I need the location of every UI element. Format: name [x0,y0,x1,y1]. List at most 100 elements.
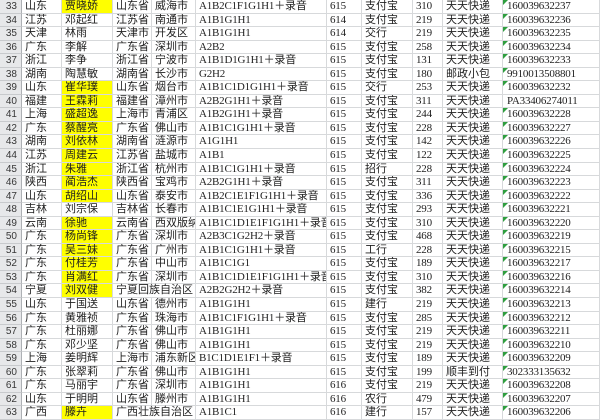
batch-cell[interactable]: 615 [327,298,362,312]
payment-cell[interactable]: 支付宝 [362,379,413,393]
province-cell[interactable]: 广东省 [113,325,152,339]
row-header-cell[interactable]: 34 [0,13,22,28]
amount-cell[interactable]: 253 [413,81,443,95]
city-cell[interactable]: 宁波市 [152,54,196,68]
province-cell[interactable]: 宁夏回族自治区 [113,284,193,299]
row-header-cell[interactable]: 46 [0,176,22,190]
row-header-cell[interactable]: 58 [0,338,22,353]
batch-cell[interactable]: 616 [327,406,362,420]
province-cell[interactable]: 江苏省 [113,13,152,28]
batch-cell[interactable]: 615 [327,40,362,55]
row-header-cell[interactable]: 50 [0,230,22,244]
row-header-cell[interactable]: 48 [0,203,22,217]
province-cell[interactable]: 福建省 [113,94,152,109]
row-header-cell[interactable]: 36 [0,40,22,55]
region-cell[interactable]: 福建 [22,94,62,109]
amount-cell[interactable]: 293 [413,203,443,217]
name-cell[interactable]: 李争 [62,54,113,68]
name-cell[interactable]: 贾晓娇 [62,0,113,14]
province-cell[interactable]: 山东省 [113,0,152,14]
amount-cell[interactable]: 468 [413,230,443,244]
name-cell[interactable]: 张翠莉 [62,365,113,380]
amount-cell[interactable]: 244 [413,108,443,122]
amount-cell[interactable]: 219 [413,298,443,312]
code-cell[interactable]: A2B2G2H2＋录音 [196,284,327,299]
code-cell[interactable]: A1B1G1H1 [196,365,327,380]
payment-cell[interactable]: 支付宝 [362,216,413,231]
name-cell[interactable]: 陶慧敏 [62,67,113,82]
city-cell[interactable]: 佛山市 [152,325,196,339]
courier-cell[interactable]: 天天快递 [443,162,503,177]
batch-cell[interactable]: 615 [327,162,362,177]
code-cell[interactable]: A1B1D1G1H1＋录音 [196,54,327,68]
name-cell[interactable]: 刘双健 [62,284,113,299]
row-header-cell[interactable]: 51 [0,243,22,258]
code-cell[interactable]: A1B1G1H1 [196,298,327,312]
city-cell[interactable]: 佛山市 [152,338,196,353]
courier-cell[interactable]: 天天快递 [443,352,503,366]
courier-cell[interactable]: 天天快递 [443,406,503,420]
payment-cell[interactable]: 建行 [362,298,413,312]
courier-cell[interactable]: 顺丰到付 [443,365,503,380]
batch-cell[interactable]: 616 [327,379,362,393]
city-cell[interactable]: 杭州市 [152,162,196,177]
region-cell[interactable]: 江苏 [22,149,62,163]
code-cell[interactable]: A1B2G1H1＋录音 [196,108,327,122]
name-cell[interactable]: 李解 [62,40,113,55]
courier-cell[interactable]: 天天快递 [443,121,503,136]
city-cell[interactable]: 珠海市 [152,311,196,326]
name-cell[interactable]: 邓起红 [62,13,113,28]
payment-cell[interactable]: 支付宝 [362,284,413,299]
payment-cell[interactable]: 支付宝 [362,189,413,204]
province-cell[interactable]: 广东省 [113,365,152,380]
city-cell[interactable]: 宝鸡市 [152,176,196,190]
batch-cell[interactable]: 615 [327,67,362,82]
amount-cell[interactable]: 258 [413,40,443,55]
row-header-cell[interactable]: 43 [0,135,22,150]
payment-cell[interactable]: 支付宝 [362,325,413,339]
region-cell[interactable]: 山东 [22,189,62,204]
amount-cell[interactable]: 131 [413,54,443,68]
province-cell[interactable]: 吉林省 [113,203,152,217]
tracking-cell[interactable]: 160039632226 [503,135,600,150]
name-cell[interactable]: 付桂芳 [62,257,113,271]
region-cell[interactable]: 广东 [22,270,62,285]
code-cell[interactable]: A1B1C1D1E1F1G1H1＋录音 [196,216,327,231]
batch-cell[interactable]: 615 [327,54,362,68]
tracking-cell[interactable]: 160039632221 [503,203,600,217]
payment-cell[interactable]: 支付宝 [362,257,413,271]
code-cell[interactable]: A1B1C1D1E1F1G1H1＋录音 [196,270,327,285]
row-header-cell[interactable]: 42 [0,121,22,136]
code-cell[interactable]: A1B2C1E1F1G1H1＋录音 [196,189,327,204]
province-cell[interactable]: 湖南省 [113,135,152,150]
courier-cell[interactable]: 天天快递 [443,94,503,109]
province-cell[interactable]: 广东省 [113,379,152,393]
row-header-cell[interactable]: 52 [0,257,22,271]
payment-cell[interactable]: 支付宝 [362,13,413,28]
payment-cell[interactable]: 支付宝 [362,149,413,163]
tracking-cell[interactable]: 160039632233 [503,54,600,68]
name-cell[interactable]: 周建云 [62,149,113,163]
name-cell[interactable]: 滕卉 [62,406,113,420]
payment-cell[interactable]: 支付宝 [362,338,413,353]
row-header-cell[interactable]: 44 [0,149,22,163]
batch-cell[interactable]: 614 [327,13,362,28]
province-cell[interactable]: 浙江省 [113,162,152,177]
province-cell[interactable]: 山东省 [113,298,152,312]
amount-cell[interactable]: 311 [413,94,443,109]
tracking-cell[interactable]: 160039632220 [503,216,600,231]
city-cell[interactable]: 佛山市 [152,121,196,136]
courier-cell[interactable]: 天天快递 [443,311,503,326]
code-cell[interactable]: A1B2C1F1G1H1＋录音 [196,0,327,14]
batch-cell[interactable]: 615 [327,257,362,271]
batch-cell[interactable]: 615 [327,189,362,204]
province-cell[interactable]: 广东省 [113,121,152,136]
province-cell[interactable]: 广东省 [113,311,152,326]
name-cell[interactable]: 胡绍山 [62,189,113,204]
amount-cell[interactable]: 219 [413,27,443,41]
batch-cell[interactable]: 615 [327,0,362,14]
payment-cell[interactable]: 交行 [362,81,413,95]
tracking-cell[interactable]: 9910013508801 [503,67,600,82]
tracking-cell[interactable]: 160039632225 [503,149,600,163]
name-cell[interactable]: 蔡醒亮 [62,121,113,136]
